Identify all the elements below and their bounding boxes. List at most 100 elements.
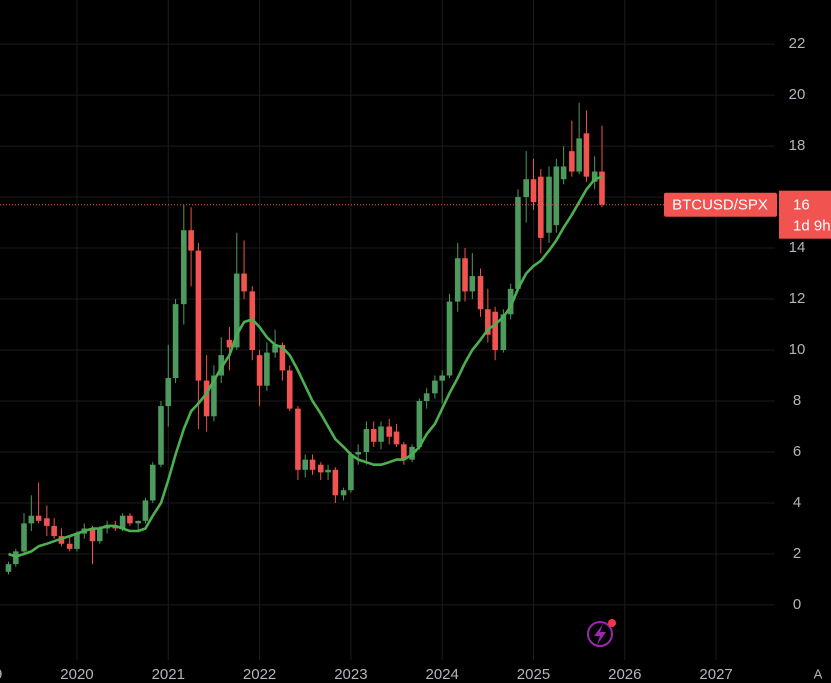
candle-body — [286, 370, 293, 409]
candle-body — [591, 171, 598, 182]
y-tick-label: 0 — [793, 596, 801, 613]
y-tick-label: 20 — [789, 86, 806, 103]
candle-body — [507, 288, 514, 315]
candle-body — [370, 429, 377, 442]
x-tick-label: 2025 — [517, 666, 550, 683]
candle-body — [355, 451, 361, 455]
candle-body — [363, 429, 370, 452]
x-tick-label: 2026 — [608, 666, 641, 683]
candle-body — [211, 375, 217, 417]
candle-body — [492, 311, 498, 351]
candle-body — [195, 250, 202, 381]
candle-body — [560, 166, 567, 180]
y-tick-label: 8 — [793, 392, 801, 409]
candle-body — [302, 459, 309, 470]
candle-body — [218, 355, 225, 376]
candle-body — [203, 380, 210, 417]
candle-body — [241, 273, 247, 292]
x-tick-label: 2021 — [152, 666, 185, 683]
candle-body — [89, 528, 96, 542]
candle-body — [348, 454, 354, 491]
y-tick-label: 14 — [789, 239, 806, 256]
symbol-label: BTCUSD/SPX — [672, 197, 768, 214]
candle-body — [530, 179, 537, 203]
candle-body — [378, 426, 384, 442]
auto-button[interactable]: A — [814, 666, 823, 681]
candle-body — [142, 500, 149, 521]
candle-body — [317, 464, 324, 473]
candle-body — [515, 197, 521, 289]
candle-body — [340, 490, 347, 496]
x-tick-label: 2022 — [243, 666, 276, 683]
moving-average — [8, 175, 603, 558]
candle-body — [477, 276, 484, 310]
price-labels: BTCUSD/SPX 16 1d 9h — [664, 190, 831, 239]
x-tick-label: 2027 — [699, 666, 732, 683]
x-tick-label: 2019 — [0, 666, 2, 683]
y-tick-label: 2 — [793, 545, 801, 562]
candle-body — [279, 344, 286, 371]
candle-body — [309, 459, 316, 470]
candle-body — [500, 314, 507, 351]
lightning-icon[interactable] — [587, 619, 616, 647]
candle-body — [74, 533, 80, 549]
x-tick-label: 2024 — [426, 666, 459, 683]
candle-body — [256, 355, 263, 386]
plot — [0, 102, 664, 575]
candle-body — [5, 564, 12, 572]
candle-body — [264, 352, 270, 386]
candle-body — [44, 518, 50, 526]
y-tick-label: 10 — [789, 341, 806, 358]
candle-body — [523, 179, 529, 198]
candle-body — [295, 408, 301, 470]
candle-body — [553, 166, 560, 226]
candle-body — [158, 406, 164, 465]
candle-body — [96, 528, 103, 542]
candle-body — [416, 400, 423, 447]
y-tick-label: 12 — [789, 290, 806, 307]
symbol-label-box — [664, 192, 777, 217]
candle-body — [432, 380, 438, 394]
candle-body — [51, 525, 57, 537]
candle-body — [469, 276, 476, 292]
candle-body — [576, 138, 582, 172]
candle-body — [325, 469, 331, 473]
y-tick-label: 6 — [793, 443, 801, 460]
candle-body — [28, 515, 35, 524]
candle-body — [272, 344, 278, 353]
candle-body — [439, 375, 445, 381]
candle-body — [66, 543, 73, 549]
y-tick-label: 4 — [793, 494, 801, 511]
candle-body — [599, 171, 605, 205]
candle-body — [462, 258, 468, 292]
candle-body — [401, 444, 407, 460]
candle-body — [188, 230, 194, 251]
countdown: 1d 9h — [793, 218, 831, 235]
candle-body — [423, 393, 430, 401]
y-tick-label: 22 — [789, 35, 806, 52]
candle-body — [485, 309, 491, 335]
y-tick-label: 18 — [789, 137, 806, 154]
candle-body — [149, 464, 156, 501]
candle-body — [569, 151, 575, 172]
y-tick-label: 24 — [789, 0, 806, 1]
x-tick-label: 2023 — [334, 666, 367, 683]
candle-body — [35, 515, 42, 521]
price-label-box — [779, 190, 831, 239]
candle-body — [226, 339, 233, 348]
candle-body — [21, 523, 27, 552]
candle-body — [165, 378, 172, 407]
candle-body — [233, 273, 240, 348]
candle-body — [538, 176, 544, 238]
candle-body — [172, 304, 179, 379]
price-label: 16 — [793, 197, 810, 214]
candle-body — [583, 133, 590, 177]
candle-body — [332, 469, 339, 496]
candle-body — [119, 515, 126, 529]
candle-body — [446, 301, 453, 376]
candle-body — [386, 426, 393, 437]
